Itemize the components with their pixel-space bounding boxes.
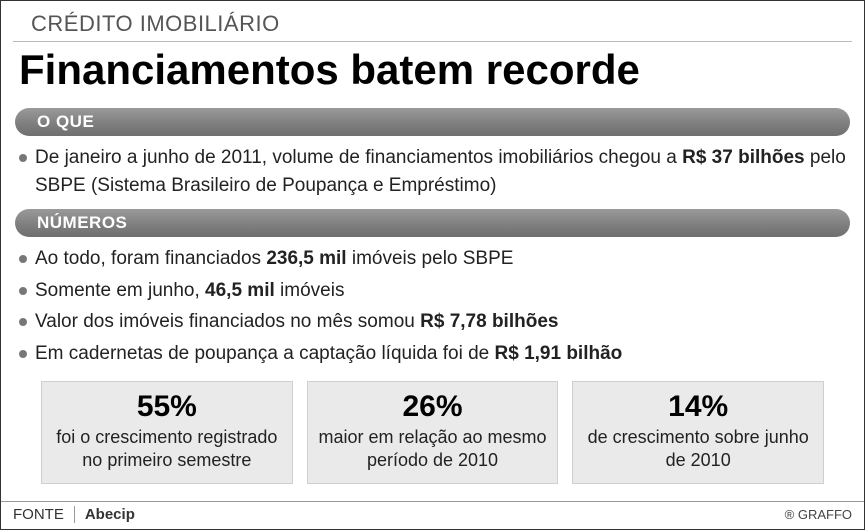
stat-value: 55% bbox=[52, 390, 282, 424]
bullet-text: Ao todo, foram financiados 236,5 mil imó… bbox=[35, 245, 846, 273]
footer-source: Abecip bbox=[75, 506, 135, 523]
footer-credit: ® GRAFFO bbox=[785, 507, 852, 522]
bullet-bold: 46,5 mil bbox=[205, 280, 275, 301]
stat-box: 55% foi o crescimento registrado no prim… bbox=[41, 381, 293, 484]
bullets-oque: De janeiro a junho de 2011, volume de fi… bbox=[15, 142, 850, 201]
bullet-item: Valor dos imóveis financiados no mês som… bbox=[15, 306, 850, 338]
section-header-numeros: NÚMEROS bbox=[15, 209, 850, 237]
stat-caption: maior em relação ao mesmo período de 201… bbox=[318, 426, 548, 471]
bullet-pre: Somente em junho, bbox=[35, 280, 205, 301]
footer-label: FONTE bbox=[13, 506, 75, 523]
headline: Financiamentos batem recorde bbox=[1, 42, 864, 104]
bullet-pre: Em cadernetas de poupança a captação líq… bbox=[35, 343, 495, 364]
kicker: CRÉDITO IMOBILIÁRIO bbox=[13, 1, 852, 42]
bullet-text: Valor dos imóveis financiados no mês som… bbox=[35, 308, 846, 336]
bullet-item: Ao todo, foram financiados 236,5 mil imó… bbox=[15, 243, 850, 275]
stats-row: 55% foi o crescimento registrado no prim… bbox=[41, 381, 824, 484]
bullet-bold: 236,5 mil bbox=[266, 248, 346, 269]
bullet-pre: Valor dos imóveis financiados no mês som… bbox=[35, 311, 420, 332]
bullet-dot-icon bbox=[19, 318, 27, 326]
bullet-dot-icon bbox=[19, 287, 27, 295]
stat-box: 26% maior em relação ao mesmo período de… bbox=[307, 381, 559, 484]
bullet-item: Somente em junho, 46,5 mil imóveis bbox=[15, 275, 850, 307]
bullet-post: imóveis bbox=[275, 280, 345, 301]
footer: FONTE Abecip ® GRAFFO bbox=[1, 501, 864, 529]
bullet-dot-icon bbox=[19, 255, 27, 263]
bullet-dot-icon bbox=[19, 350, 27, 358]
bullet-bold: R$ 1,91 bilhão bbox=[495, 343, 623, 364]
stat-box: 14% de crescimento sobre junho de 2010 bbox=[572, 381, 824, 484]
bullet-pre: De janeiro a junho de 2011, volume de fi… bbox=[35, 147, 682, 168]
bullet-pre: Ao todo, foram financiados bbox=[35, 248, 266, 269]
bullets-numeros: Ao todo, foram financiados 236,5 mil imó… bbox=[15, 243, 850, 369]
bullet-bold: R$ 7,78 bilhões bbox=[420, 311, 558, 332]
stat-caption: de crescimento sobre junho de 2010 bbox=[583, 426, 813, 471]
stat-caption: foi o crescimento registrado no primeiro… bbox=[52, 426, 282, 471]
bullet-bold: R$ 37 bilhões bbox=[682, 147, 805, 168]
bullet-item: De janeiro a junho de 2011, volume de fi… bbox=[15, 142, 850, 201]
bullet-text: Em cadernetas de poupança a captação líq… bbox=[35, 340, 846, 368]
infographic-container: CRÉDITO IMOBILIÁRIO Financiamentos batem… bbox=[0, 0, 865, 530]
section-header-oque: O QUE bbox=[15, 108, 850, 136]
bullet-text: Somente em junho, 46,5 mil imóveis bbox=[35, 277, 846, 305]
bullet-text: De janeiro a junho de 2011, volume de fi… bbox=[35, 144, 846, 199]
stat-value: 14% bbox=[583, 390, 813, 424]
bullet-post: imóveis pelo SBPE bbox=[347, 248, 514, 269]
bullet-item: Em cadernetas de poupança a captação líq… bbox=[15, 338, 850, 370]
bullet-dot-icon bbox=[19, 154, 27, 162]
stat-value: 26% bbox=[318, 390, 548, 424]
